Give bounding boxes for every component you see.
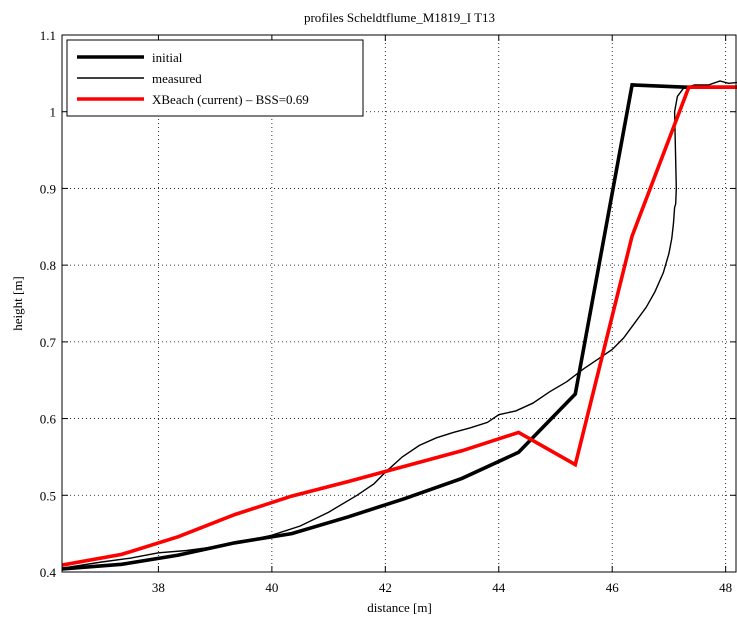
legend-label: measured — [152, 71, 202, 86]
x-tick-label: 40 — [265, 580, 278, 595]
chart-title: profiles Scheldtflume_M1819_I T13 — [304, 10, 495, 25]
plot-frame — [61, 34, 737, 573]
series-line-initial — [62, 83, 737, 571]
legend-label: initial — [152, 50, 183, 65]
axes: 38 40 42 44 46 48 0.4 0.5 0.6 0.7 0.8 0.9 1 1.1 — [40, 28, 736, 595]
y-tick-label: 0.9 — [40, 181, 56, 196]
y-tick-label: 0.5 — [40, 488, 56, 503]
series-line-xbeach — [62, 85, 737, 567]
y-tick-label: 1.1 — [40, 28, 56, 43]
x-tick-label: 48 — [719, 580, 732, 595]
y-tick-label: 0.8 — [40, 258, 56, 273]
x-axis-label: distance [m] — [367, 600, 432, 615]
y-tick-label: 0.7 — [40, 335, 57, 350]
x-tick-label: 44 — [492, 580, 506, 595]
y-axis-label: height [m] — [10, 276, 25, 331]
x-tick-label: 46 — [606, 580, 620, 595]
series-layer — [62, 80, 737, 571]
legend-label: XBeach (current) – BSS=0.69 — [152, 92, 309, 107]
y-tick-label: 1 — [50, 105, 57, 120]
y-tick-label: 0.6 — [40, 412, 57, 427]
series-line-measured — [62, 80, 737, 569]
legend: initial measured XBeach (current) – BSS=0.… — [66, 39, 364, 117]
x-tick-label: 38 — [152, 580, 165, 595]
y-tick-label: 0.4 — [40, 565, 57, 580]
x-tick-label: 42 — [379, 580, 392, 595]
